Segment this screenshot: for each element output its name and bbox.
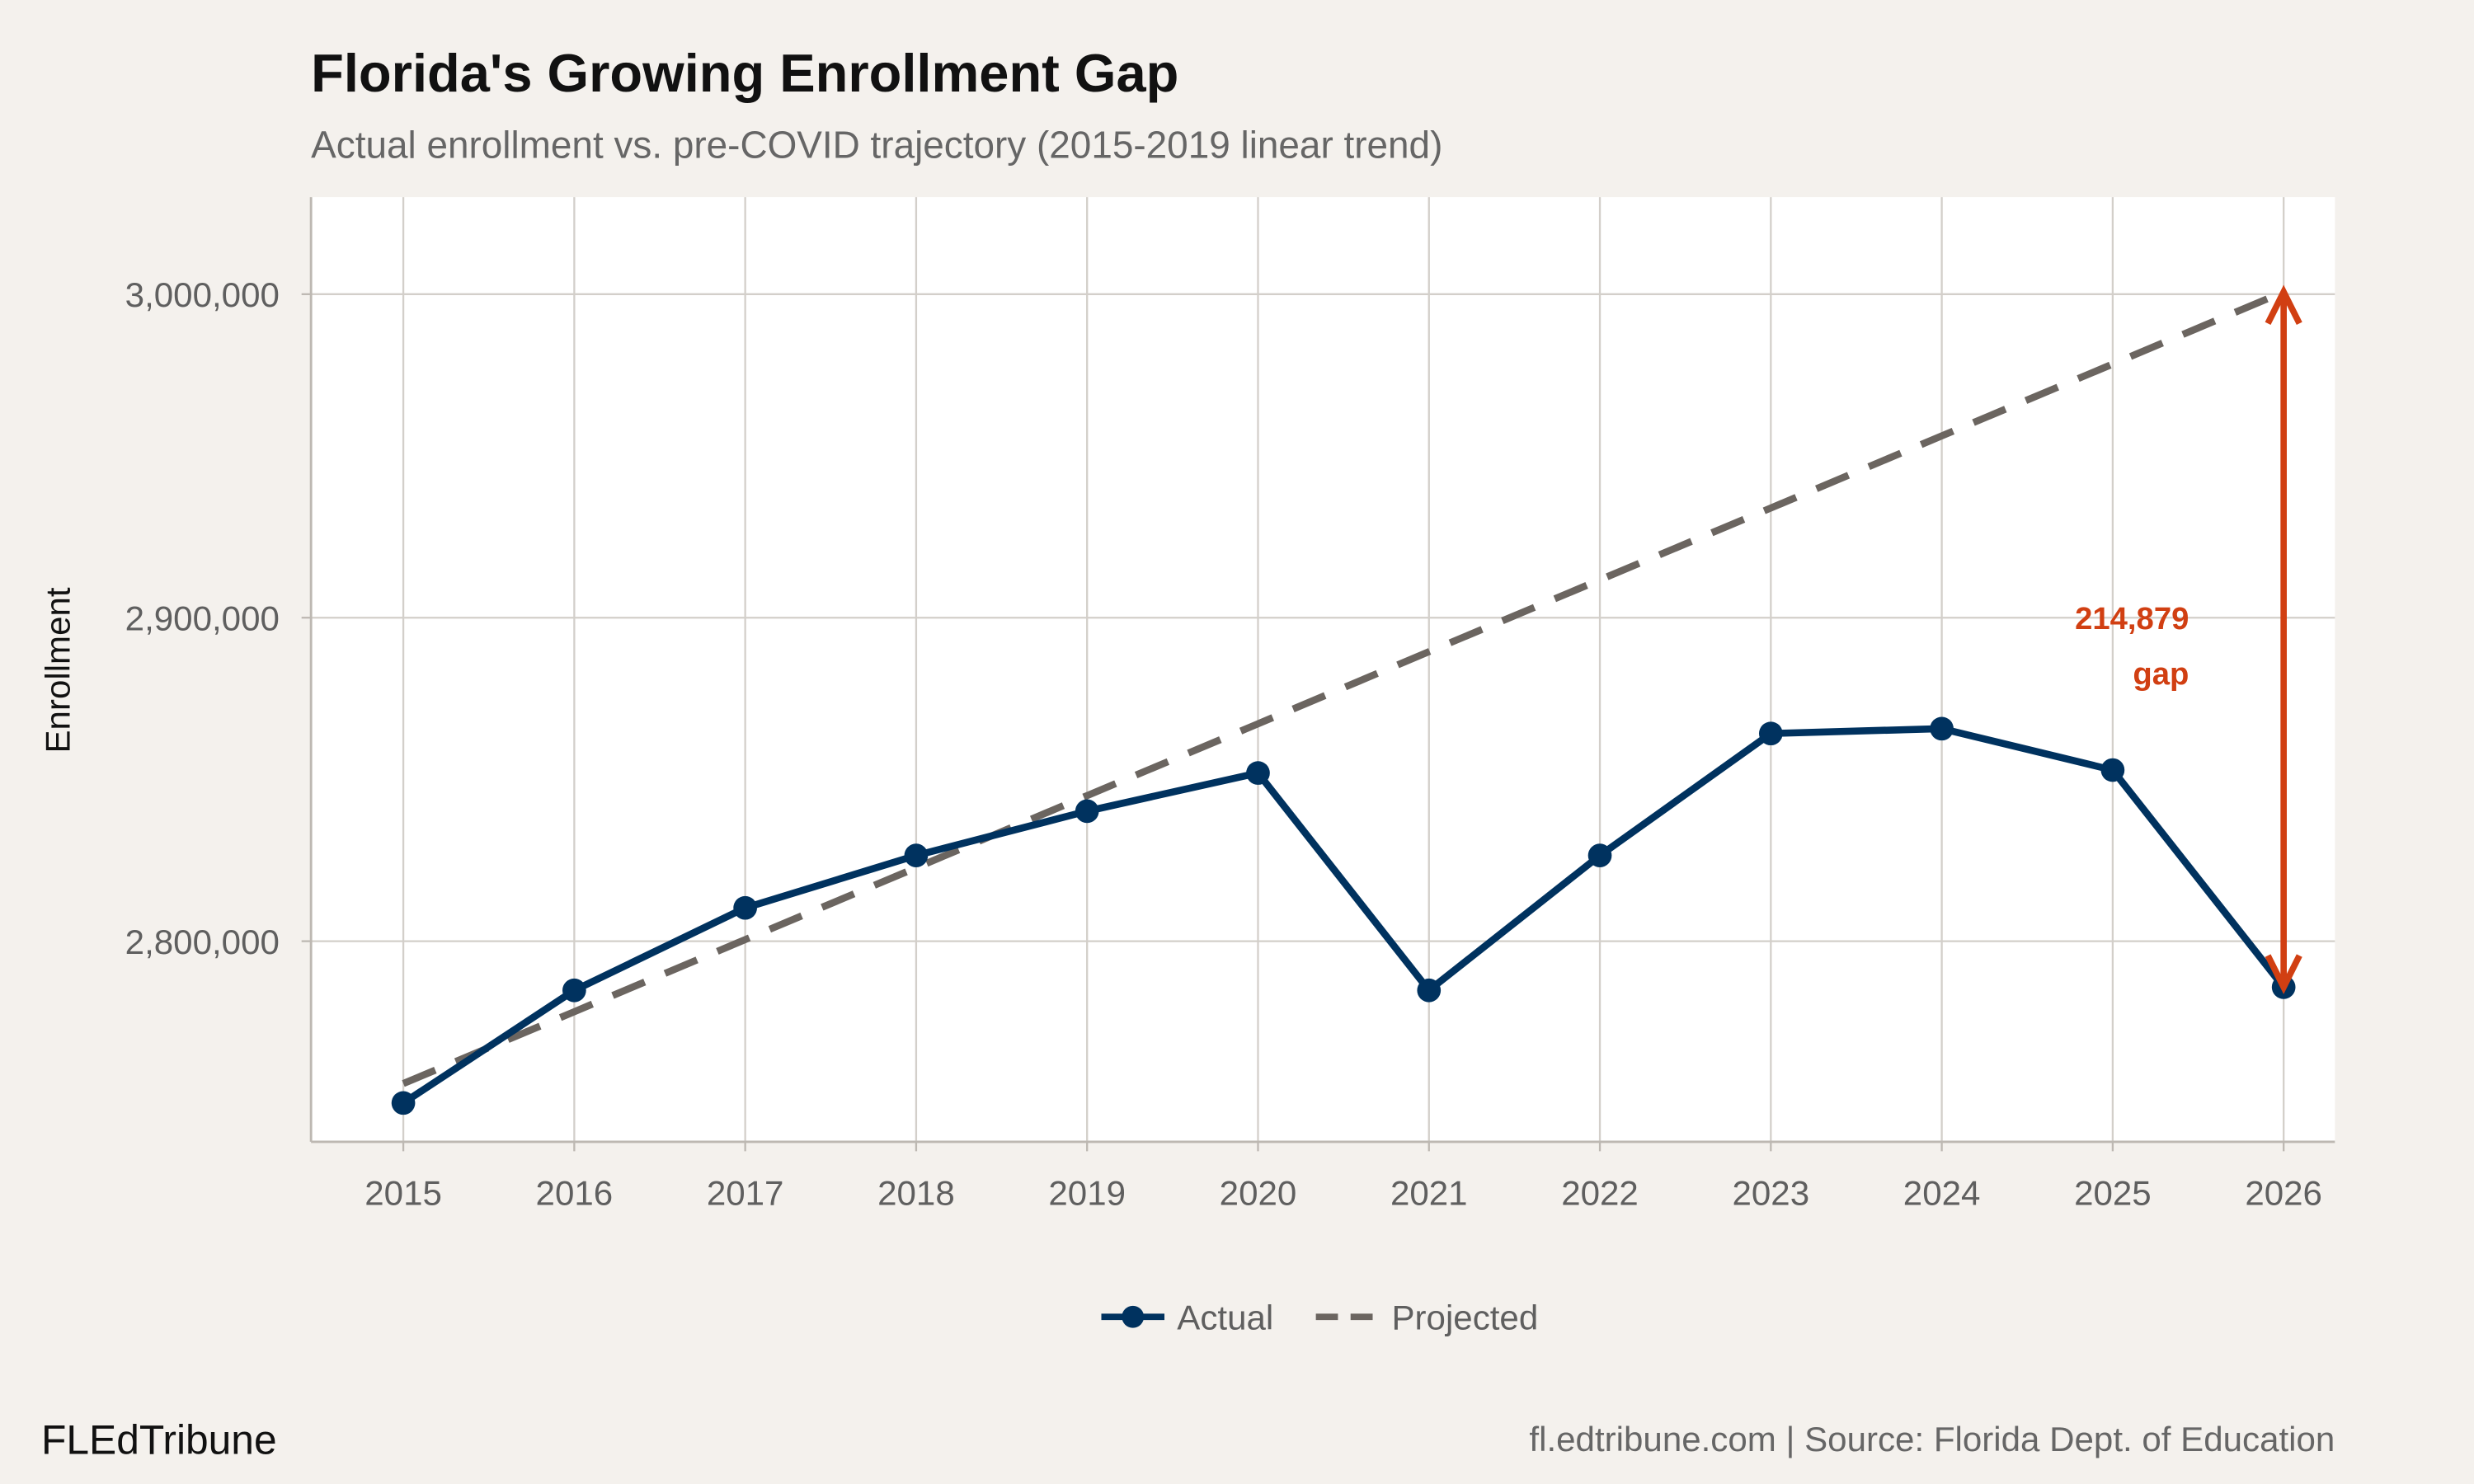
actual-point [1075, 799, 1099, 824]
footer-brand: FLEdTribune [41, 1417, 277, 1463]
footer-source: fl.edtribune.com | Source: Florida Dept.… [1529, 1420, 2335, 1458]
actual-point [1587, 843, 1612, 867]
gap-arrowhead-top [2265, 284, 2302, 326]
x-tick-label: 2017 [707, 1173, 784, 1212]
actual-point [562, 978, 586, 1003]
chart-subtitle: Actual enrollment vs. pre-COVID trajecto… [311, 123, 1442, 166]
legend-actual-label: Actual [1177, 1298, 1273, 1337]
x-tick-label: 2026 [2245, 1173, 2322, 1212]
x-tick-label: 2025 [2074, 1173, 2152, 1212]
legend-projected-label: Projected [1391, 1298, 1538, 1337]
actual-point [904, 843, 929, 867]
plot-panel [311, 197, 2335, 1142]
legend-actual-point [1122, 1305, 1145, 1328]
legend: Actual Projected [1101, 1298, 1538, 1337]
actual-point [1417, 978, 1442, 1003]
actual-line [401, 725, 2287, 1106]
y-tick-label: 3,000,000 [125, 275, 280, 314]
x-tick-label: 2018 [877, 1173, 955, 1212]
actual-point [2100, 758, 2125, 782]
actual-point [1930, 716, 1954, 741]
gap-arrowhead-bottom [2265, 954, 2302, 994]
gap-annotation-value: 214,879 [2075, 601, 2189, 636]
y-tick-label: 2,900,000 [125, 599, 280, 638]
x-tick-label: 2020 [1220, 1173, 1297, 1212]
x-tick-label: 2015 [365, 1173, 442, 1212]
actual-point [733, 895, 757, 920]
y-tick-label: 2,800,000 [125, 923, 280, 961]
chart-title: Florida's Growing Enrollment Gap [311, 43, 1178, 103]
y-axis-label: Enrollment [38, 587, 77, 753]
x-tick-label: 2016 [536, 1173, 614, 1212]
x-tick-label: 2022 [1561, 1173, 1639, 1212]
gap-annotation-label: gap [2133, 656, 2189, 692]
x-tick-label: 2024 [1903, 1173, 1981, 1212]
actual-point [1758, 721, 1783, 746]
x-tick-label: 2021 [1390, 1173, 1468, 1212]
actual-point [391, 1091, 416, 1115]
actual-point [1246, 761, 1270, 785]
x-tick-label: 2019 [1048, 1173, 1126, 1212]
x-tick-label: 2023 [1733, 1173, 1810, 1212]
